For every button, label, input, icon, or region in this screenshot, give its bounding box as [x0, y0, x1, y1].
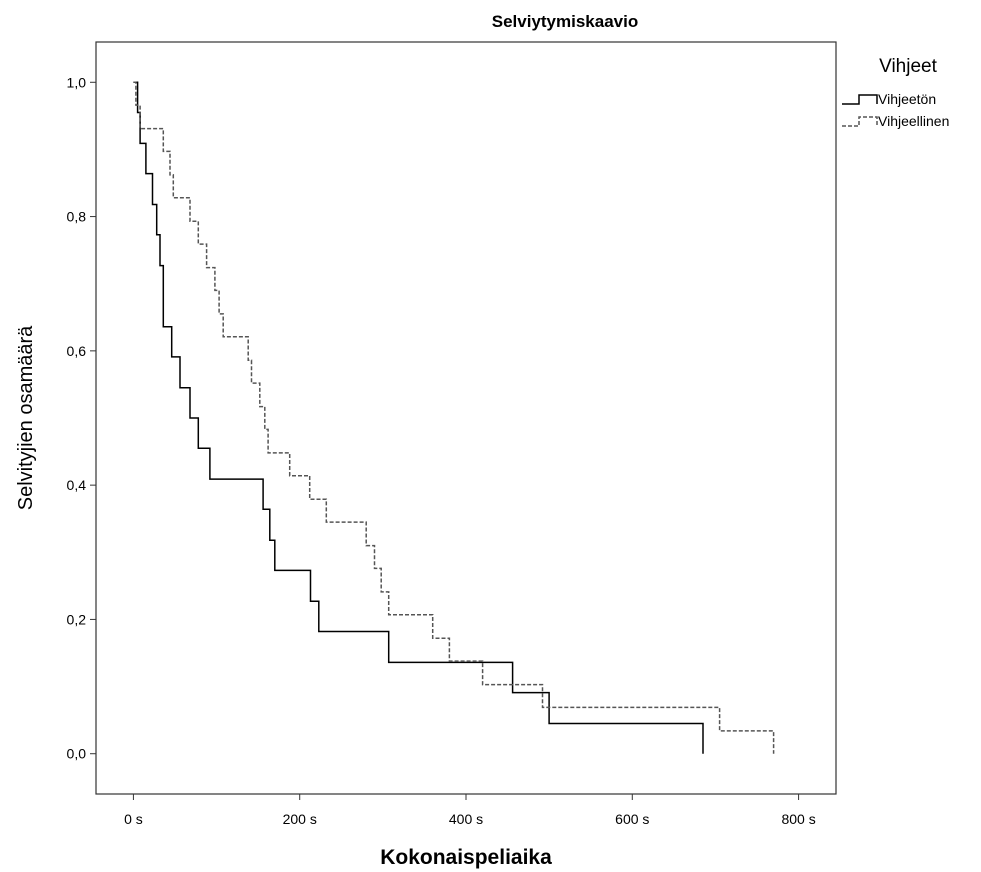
- x-tick-label: 800 s: [781, 811, 815, 827]
- y-axis-label: Selvityjien osamäärä: [15, 325, 37, 510]
- y-tick-label: 0,0: [67, 746, 87, 762]
- legend-swatch: [842, 94, 878, 105]
- legend-label: Vihjeellinen: [878, 113, 949, 129]
- x-axis: 0 s 200 s 400 s 600 s 800 s: [124, 794, 816, 827]
- series-layer: [133, 81, 775, 754]
- legend: Vihjeet Vihjeetön Vihjeellinen: [842, 56, 949, 129]
- legend-label: Vihjeetön: [878, 91, 936, 107]
- x-tick-label: 400 s: [449, 811, 483, 827]
- legend-title: Vihjeet: [879, 56, 937, 77]
- x-tick-label: 600 s: [615, 811, 649, 827]
- y-axis: 0,0 0,2 0,4 0,6 0,8 1,0: [67, 74, 96, 762]
- series-line-vihjeeton: [133, 81, 704, 754]
- x-axis-label: Kokonaispeliaika: [380, 846, 552, 869]
- x-tick-label: 0 s: [124, 811, 143, 827]
- series-line-vihjeellinen: [133, 81, 775, 754]
- y-tick-label: 0,6: [67, 343, 87, 359]
- y-tick-label: 0,4: [67, 477, 87, 493]
- plot-frame: [95, 41, 837, 795]
- x-tick-label: 200 s: [283, 811, 317, 827]
- legend-swatch: [842, 116, 878, 127]
- y-tick-label: 0,8: [67, 209, 87, 225]
- chart-title: Selviytymiskaavio: [492, 12, 638, 31]
- y-tick-label: 1,0: [67, 74, 87, 90]
- y-tick-label: 0,2: [67, 611, 87, 627]
